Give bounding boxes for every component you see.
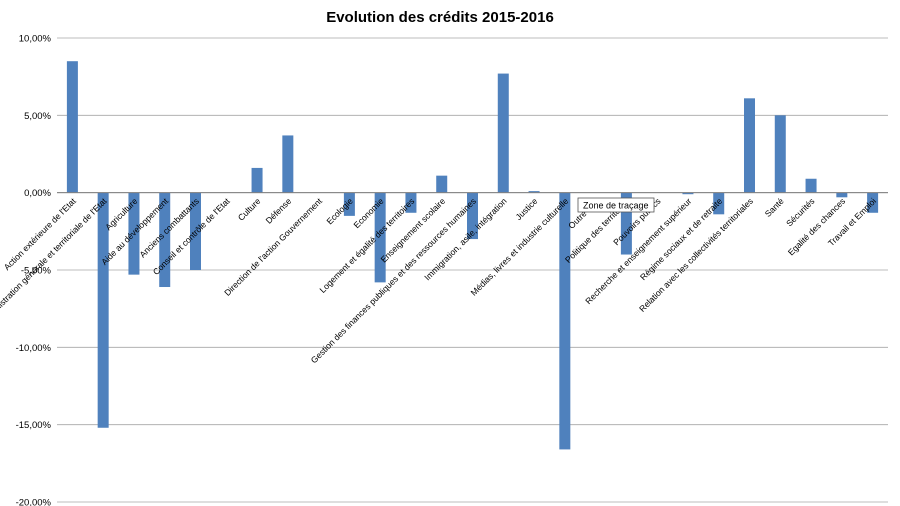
plot-area-tooltip: Zone de traçage (577, 197, 655, 213)
bar (682, 192, 694, 195)
category-label: Culture (236, 196, 263, 223)
bar (405, 192, 417, 213)
category-label: Relation avec les collectivités territor… (637, 196, 755, 314)
y-tick-label: -20,00% (16, 498, 52, 506)
y-axis-tick-labels: 10,00% 5,00% 0,00% -5,00% -10,00% -15,00% -20,… (16, 34, 52, 506)
bars (66, 61, 879, 450)
y-tick-label: 10,00% (19, 34, 52, 45)
bar (467, 192, 478, 240)
bar (436, 175, 448, 193)
tooltip-text: Zone de traçage (583, 201, 649, 211)
bar (128, 192, 140, 275)
bar (528, 191, 540, 193)
bar (159, 192, 171, 288)
bar (251, 167, 263, 193)
bar (282, 135, 294, 193)
category-label: Egalité des chances (786, 196, 847, 257)
bar (374, 192, 386, 283)
bar (343, 192, 355, 216)
bar (190, 192, 201, 270)
bar (774, 115, 786, 193)
y-tick-label: -15,00% (16, 420, 52, 431)
bar (66, 61, 78, 193)
bar (805, 178, 817, 193)
bar (97, 192, 109, 428)
bar (744, 98, 755, 193)
bar (836, 192, 848, 198)
y-tick-label: 0,00% (24, 188, 51, 199)
bar (620, 192, 632, 255)
bar (713, 192, 725, 215)
bar (867, 192, 879, 213)
category-label: Justice (513, 196, 539, 222)
bar (497, 73, 509, 193)
y-tick-label: -5,00% (21, 266, 52, 277)
chart-title: Evolution des crédits 2015-2016 (326, 9, 554, 26)
y-tick-label: 5,00% (24, 111, 51, 122)
y-tick-label: -10,00% (16, 343, 52, 354)
gridlines (57, 37, 888, 503)
category-label: Santé (763, 196, 786, 219)
category-label: Défense (264, 196, 294, 226)
bar (559, 192, 571, 450)
